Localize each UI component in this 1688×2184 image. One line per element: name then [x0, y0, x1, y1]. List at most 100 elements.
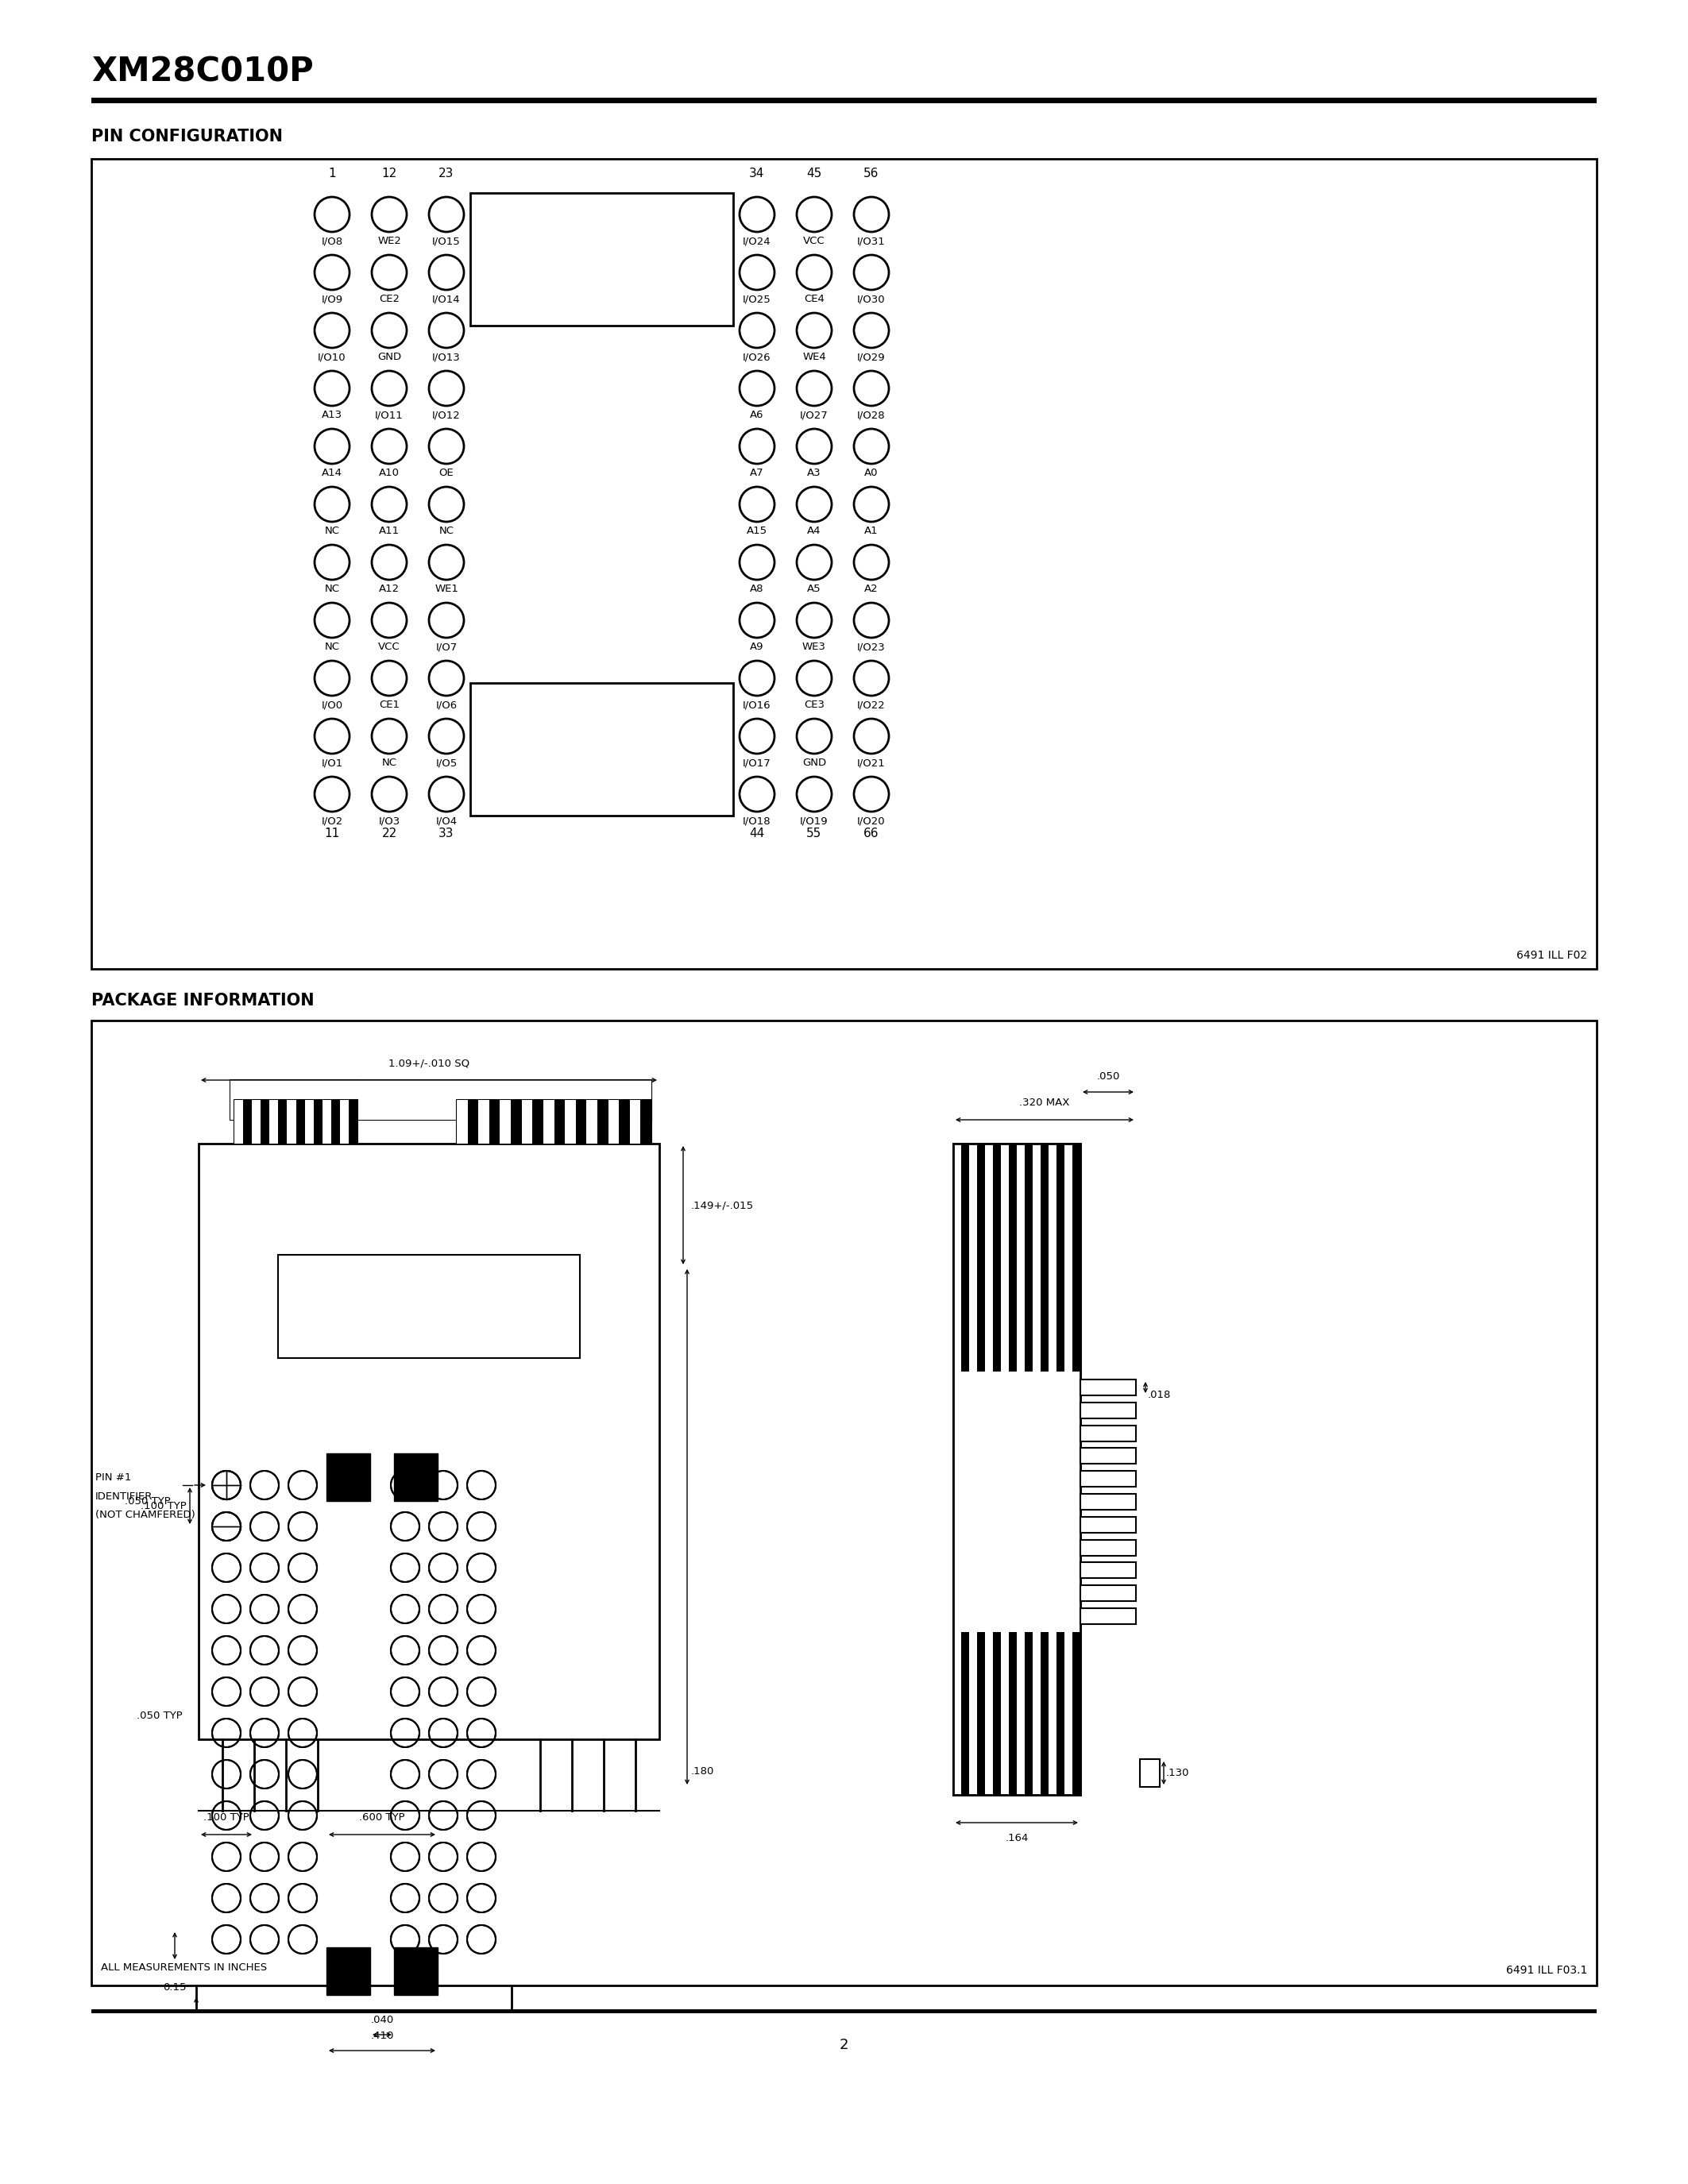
Text: I/O9: I/O9 [321, 295, 343, 304]
Text: PIN #1: PIN #1 [95, 1472, 132, 1483]
Text: I/O19: I/O19 [800, 815, 829, 826]
Text: PIN CONFIGURATION: PIN CONFIGURATION [91, 129, 284, 144]
Bar [1001, 1144, 1009, 1372]
Bar [954, 1144, 1080, 1795]
Text: 1.09+/-.010 SQ: 1.09+/-.010 SQ [388, 1057, 469, 1068]
Text: NC: NC [381, 758, 397, 769]
Text: A1: A1 [864, 526, 878, 535]
Text: VCC: VCC [803, 236, 825, 247]
Text: I/O31: I/O31 [858, 236, 886, 247]
Text: A8: A8 [749, 583, 765, 594]
Text: I/O3: I/O3 [378, 815, 400, 826]
Text: ALL MEASUREMENTS IN INCHES: ALL MEASUREMENTS IN INCHES [101, 1963, 267, 1972]
Bar [1016, 1144, 1025, 1372]
Bar [586, 1101, 598, 1144]
Text: .180: .180 [690, 1767, 714, 1776]
Bar [393, 1948, 437, 1994]
Text: I/O24: I/O24 [743, 236, 771, 247]
Text: CE2: CE2 [378, 295, 400, 304]
Bar [530, 1081, 542, 1120]
Bar [230, 1081, 652, 1120]
Bar [1080, 1448, 1136, 1463]
Bar [1080, 1562, 1136, 1579]
Text: .600 TYP: .600 TYP [360, 1813, 405, 1824]
Bar [287, 1101, 295, 1144]
Text: WE2: WE2 [378, 236, 402, 247]
Bar [287, 1081, 300, 1120]
Bar [196, 1437, 511, 2011]
Bar [326, 1452, 370, 1500]
Bar [457, 1081, 469, 1120]
Bar [306, 1101, 314, 1144]
Text: .149+/-.015: .149+/-.015 [690, 1201, 755, 1210]
Bar [626, 1081, 640, 1120]
Text: 6491 ILL F03.1: 6491 ILL F03.1 [1506, 1966, 1587, 1977]
Text: CE4: CE4 [803, 295, 824, 304]
Bar [235, 1081, 243, 1120]
Bar [1080, 1426, 1136, 1441]
Text: WE1: WE1 [434, 583, 459, 594]
Bar [235, 1081, 358, 1120]
Text: I/O11: I/O11 [375, 411, 403, 419]
Bar [91, 98, 1597, 103]
Text: I/O30: I/O30 [858, 295, 886, 304]
Text: I/O29: I/O29 [858, 352, 886, 363]
Text: 23: 23 [439, 168, 454, 179]
Bar [371, 1081, 385, 1120]
Bar [91, 1020, 1597, 1985]
Text: A13: A13 [322, 411, 343, 419]
Bar [623, 1081, 638, 1120]
Text: A7: A7 [749, 467, 765, 478]
Bar [1048, 1144, 1057, 1372]
Bar [969, 1144, 977, 1372]
Bar [630, 1101, 640, 1144]
Text: (NOT CHAMFERED): (NOT CHAMFERED) [95, 1509, 196, 1520]
Text: 34: 34 [749, 168, 765, 179]
Text: XM28C010P: XM28C010P [91, 55, 314, 87]
Bar [322, 1081, 331, 1120]
Text: CE3: CE3 [803, 699, 824, 710]
Text: I/O1: I/O1 [321, 758, 343, 769]
Bar [954, 1144, 1080, 1795]
Bar [287, 1081, 295, 1120]
Text: .100 TYP: .100 TYP [204, 1813, 250, 1824]
Bar [270, 1101, 279, 1144]
Bar [1080, 1607, 1136, 1625]
Bar [500, 1101, 511, 1144]
Text: A10: A10 [378, 467, 400, 478]
Text: .050: .050 [1097, 1072, 1119, 1081]
Bar [603, 1081, 614, 1120]
Bar [457, 1101, 468, 1144]
Text: I/O17: I/O17 [743, 758, 771, 769]
Bar [511, 1081, 525, 1120]
Text: I/O28: I/O28 [858, 411, 886, 419]
Bar [91, 159, 1597, 970]
Bar [954, 1631, 960, 1795]
Bar [252, 1101, 260, 1144]
Text: 6491 ILL F02: 6491 ILL F02 [1516, 950, 1587, 961]
Text: VCC: VCC [378, 642, 400, 653]
Bar [339, 1081, 349, 1120]
Text: 12: 12 [381, 168, 397, 179]
Text: I/O23: I/O23 [858, 642, 886, 653]
Text: A3: A3 [807, 467, 820, 478]
Text: I/O7: I/O7 [436, 642, 457, 653]
Bar [471, 192, 733, 325]
Text: A12: A12 [378, 583, 400, 594]
Text: NC: NC [324, 526, 339, 535]
Text: I/O0: I/O0 [321, 699, 343, 710]
Bar [977, 1168, 1057, 1470]
Bar [565, 1101, 576, 1144]
Bar [199, 1144, 660, 1738]
Text: .018: .018 [1148, 1391, 1171, 1400]
Bar [306, 1081, 314, 1120]
Bar [230, 1081, 245, 1120]
Bar [954, 1631, 1080, 1795]
Text: CE1: CE1 [378, 699, 400, 710]
Text: A9: A9 [749, 642, 765, 653]
Text: NC: NC [439, 526, 454, 535]
Bar [481, 1081, 493, 1120]
Bar [1033, 1144, 1040, 1372]
Bar [235, 1101, 243, 1144]
Bar [1048, 1631, 1057, 1795]
